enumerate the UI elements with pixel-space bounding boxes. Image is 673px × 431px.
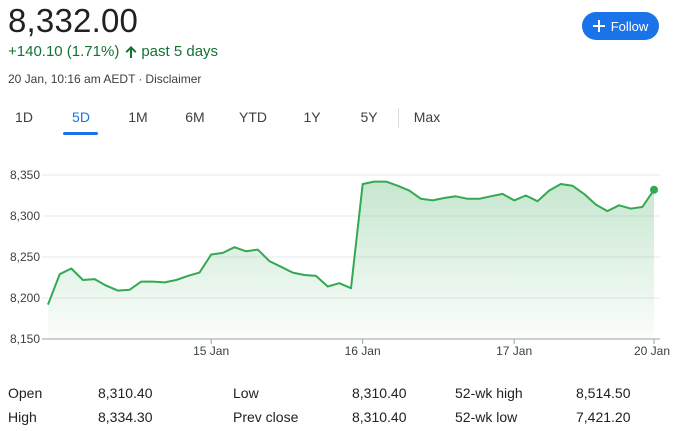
tab-1y[interactable]: 1Y — [303, 109, 321, 125]
tab-5y[interactable]: 5Y — [360, 109, 378, 125]
price-value: 8,332.00 — [8, 2, 139, 39]
plus-icon — [592, 20, 605, 32]
tab-1m[interactable]: 1M — [128, 109, 148, 125]
stat-label-low: Low — [233, 385, 259, 401]
change-amount: +140.10 (1.71%) — [8, 43, 120, 60]
follow-button[interactable]: Follow — [582, 12, 659, 40]
price-change: +140.10 (1.71%) past 5 days — [8, 43, 218, 61]
tab-divider — [398, 108, 399, 128]
stat-label-52wk-low: 52-wk low — [455, 409, 518, 425]
tab-5d[interactable]: 5D — [72, 109, 90, 125]
y-tick-label: 8,200 — [10, 291, 40, 305]
y-tick-label: 8,300 — [10, 209, 40, 223]
change-period: past 5 days — [141, 43, 219, 60]
arrow-up-icon — [124, 44, 138, 60]
tab-max[interactable]: Max — [413, 109, 441, 125]
separator: · — [138, 72, 143, 86]
y-axis-labels: 8,350 8,300 8,250 8,200 8,150 — [10, 168, 40, 346]
x-tick-label: 15 Jan — [193, 344, 229, 358]
stat-value-high: 8,334.30 — [98, 409, 153, 425]
stat-label-high: High — [8, 409, 37, 425]
current-price-dot — [650, 185, 658, 194]
stat-label-open: Open — [8, 385, 43, 401]
quote-meta: 20 Jan, 10:16 am AEDT · Disclaimer — [8, 72, 201, 86]
y-tick-label: 8,250 — [10, 250, 40, 264]
follow-label: Follow — [610, 18, 649, 34]
stat-value-prev-close: 8,310.40 — [352, 409, 407, 425]
timestamp: 20 Jan, 10:16 am AEDT — [8, 72, 136, 86]
y-tick-label: 8,350 — [10, 168, 40, 182]
stat-label-52wk-high: 52-wk high — [455, 385, 523, 401]
stat-label-prev-close: Prev close — [233, 409, 299, 425]
price-line — [47, 180, 655, 305]
x-tick-label: 17 Jan — [496, 344, 532, 358]
price-chart[interactable]: 8,350 8,300 8,250 8,200 8,150 15 Jan 16 Jan 17… — [0, 150, 673, 365]
y-tick-label: 8,150 — [10, 332, 40, 346]
active-tab-underline — [63, 132, 98, 135]
tab-6m[interactable]: 6M — [185, 109, 205, 125]
x-tick-label: 16 Jan — [345, 344, 381, 358]
tab-ytd[interactable]: YTD — [239, 109, 267, 125]
stat-value-52wk-high: 8,514.50 — [576, 385, 631, 401]
price-area-fill — [48, 181, 654, 339]
stat-value-low: 8,310.40 — [352, 385, 407, 401]
stat-value-52wk-low: 7,421.20 — [576, 409, 631, 425]
tab-1d[interactable]: 1D — [15, 109, 33, 125]
x-axis-labels: 15 Jan 16 Jan 17 Jan 20 Jan — [193, 339, 670, 358]
stat-value-open: 8,310.40 — [98, 385, 153, 401]
x-tick-label: 20 Jan — [634, 344, 670, 358]
disclaimer-link[interactable]: Disclaimer — [145, 72, 202, 86]
